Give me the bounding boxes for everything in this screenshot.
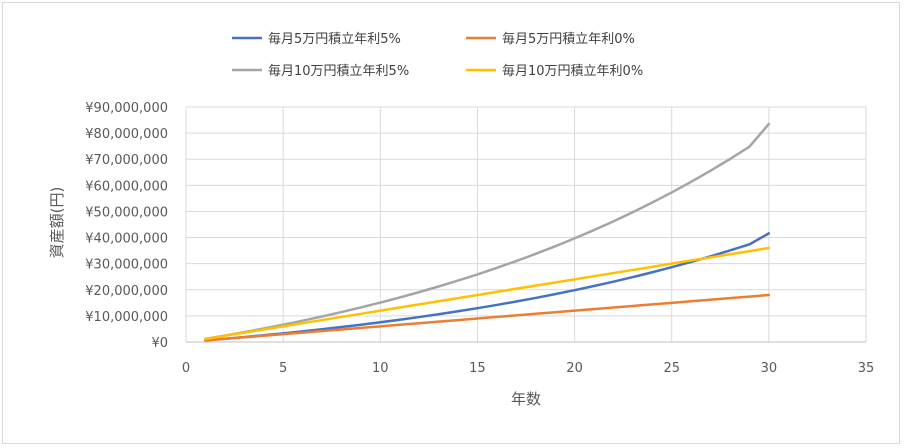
x-tick-label: 5 <box>279 361 287 376</box>
y-axis-title: 資産額(円) <box>48 187 66 259</box>
series-line <box>204 293 771 342</box>
series-lines <box>204 122 771 342</box>
y-tick-labels: ¥0 ¥10,000,000 ¥20,000,000 ¥30,000,000 ¥40,0… <box>85 101 168 351</box>
series-line <box>204 246 771 341</box>
x-tick-label: 0 <box>182 361 190 376</box>
legend-entry: 毎月10万円積立年利5% <box>268 63 409 79</box>
series-line <box>204 122 771 341</box>
y-tick-label: ¥90,000,000 <box>85 101 168 116</box>
y-tick-label: ¥10,000,000 <box>85 310 168 325</box>
y-tick-label: ¥50,000,000 <box>85 205 168 220</box>
y-tick-label: ¥80,000,000 <box>85 127 168 142</box>
x-tick-label: 10 <box>372 361 389 376</box>
y-tick-label: ¥60,000,000 <box>85 179 168 194</box>
x-tick-label: 20 <box>566 361 583 376</box>
x-tick-label: 15 <box>469 361 486 376</box>
y-tick-label: ¥40,000,000 <box>85 232 168 247</box>
legend-entry: 毎月5万円積立年利5% <box>268 31 401 47</box>
y-tick-label: ¥30,000,000 <box>85 258 168 273</box>
x-axis-title: 年数 <box>511 390 541 408</box>
gridlines <box>185 106 867 343</box>
legend-entry: 毎月10万円積立年利0% <box>502 63 643 79</box>
y-tick-label: ¥0 <box>151 336 168 351</box>
legend-entry: 毎月5万円積立年利0% <box>502 31 635 47</box>
y-tick-label: ¥70,000,000 <box>85 153 168 168</box>
y-tick-label: ¥20,000,000 <box>85 284 168 299</box>
x-tick-label: 30 <box>761 361 778 376</box>
x-tick-labels: 0 5 10 15 20 25 30 35 <box>182 361 874 376</box>
x-tick-label: 35 <box>858 361 875 376</box>
x-tick-label: 25 <box>663 361 680 376</box>
legend: 毎月5万円積立年利5% 毎月5万円積立年利0% 毎月10万円積立年利5% 毎月10万円… <box>232 31 643 79</box>
